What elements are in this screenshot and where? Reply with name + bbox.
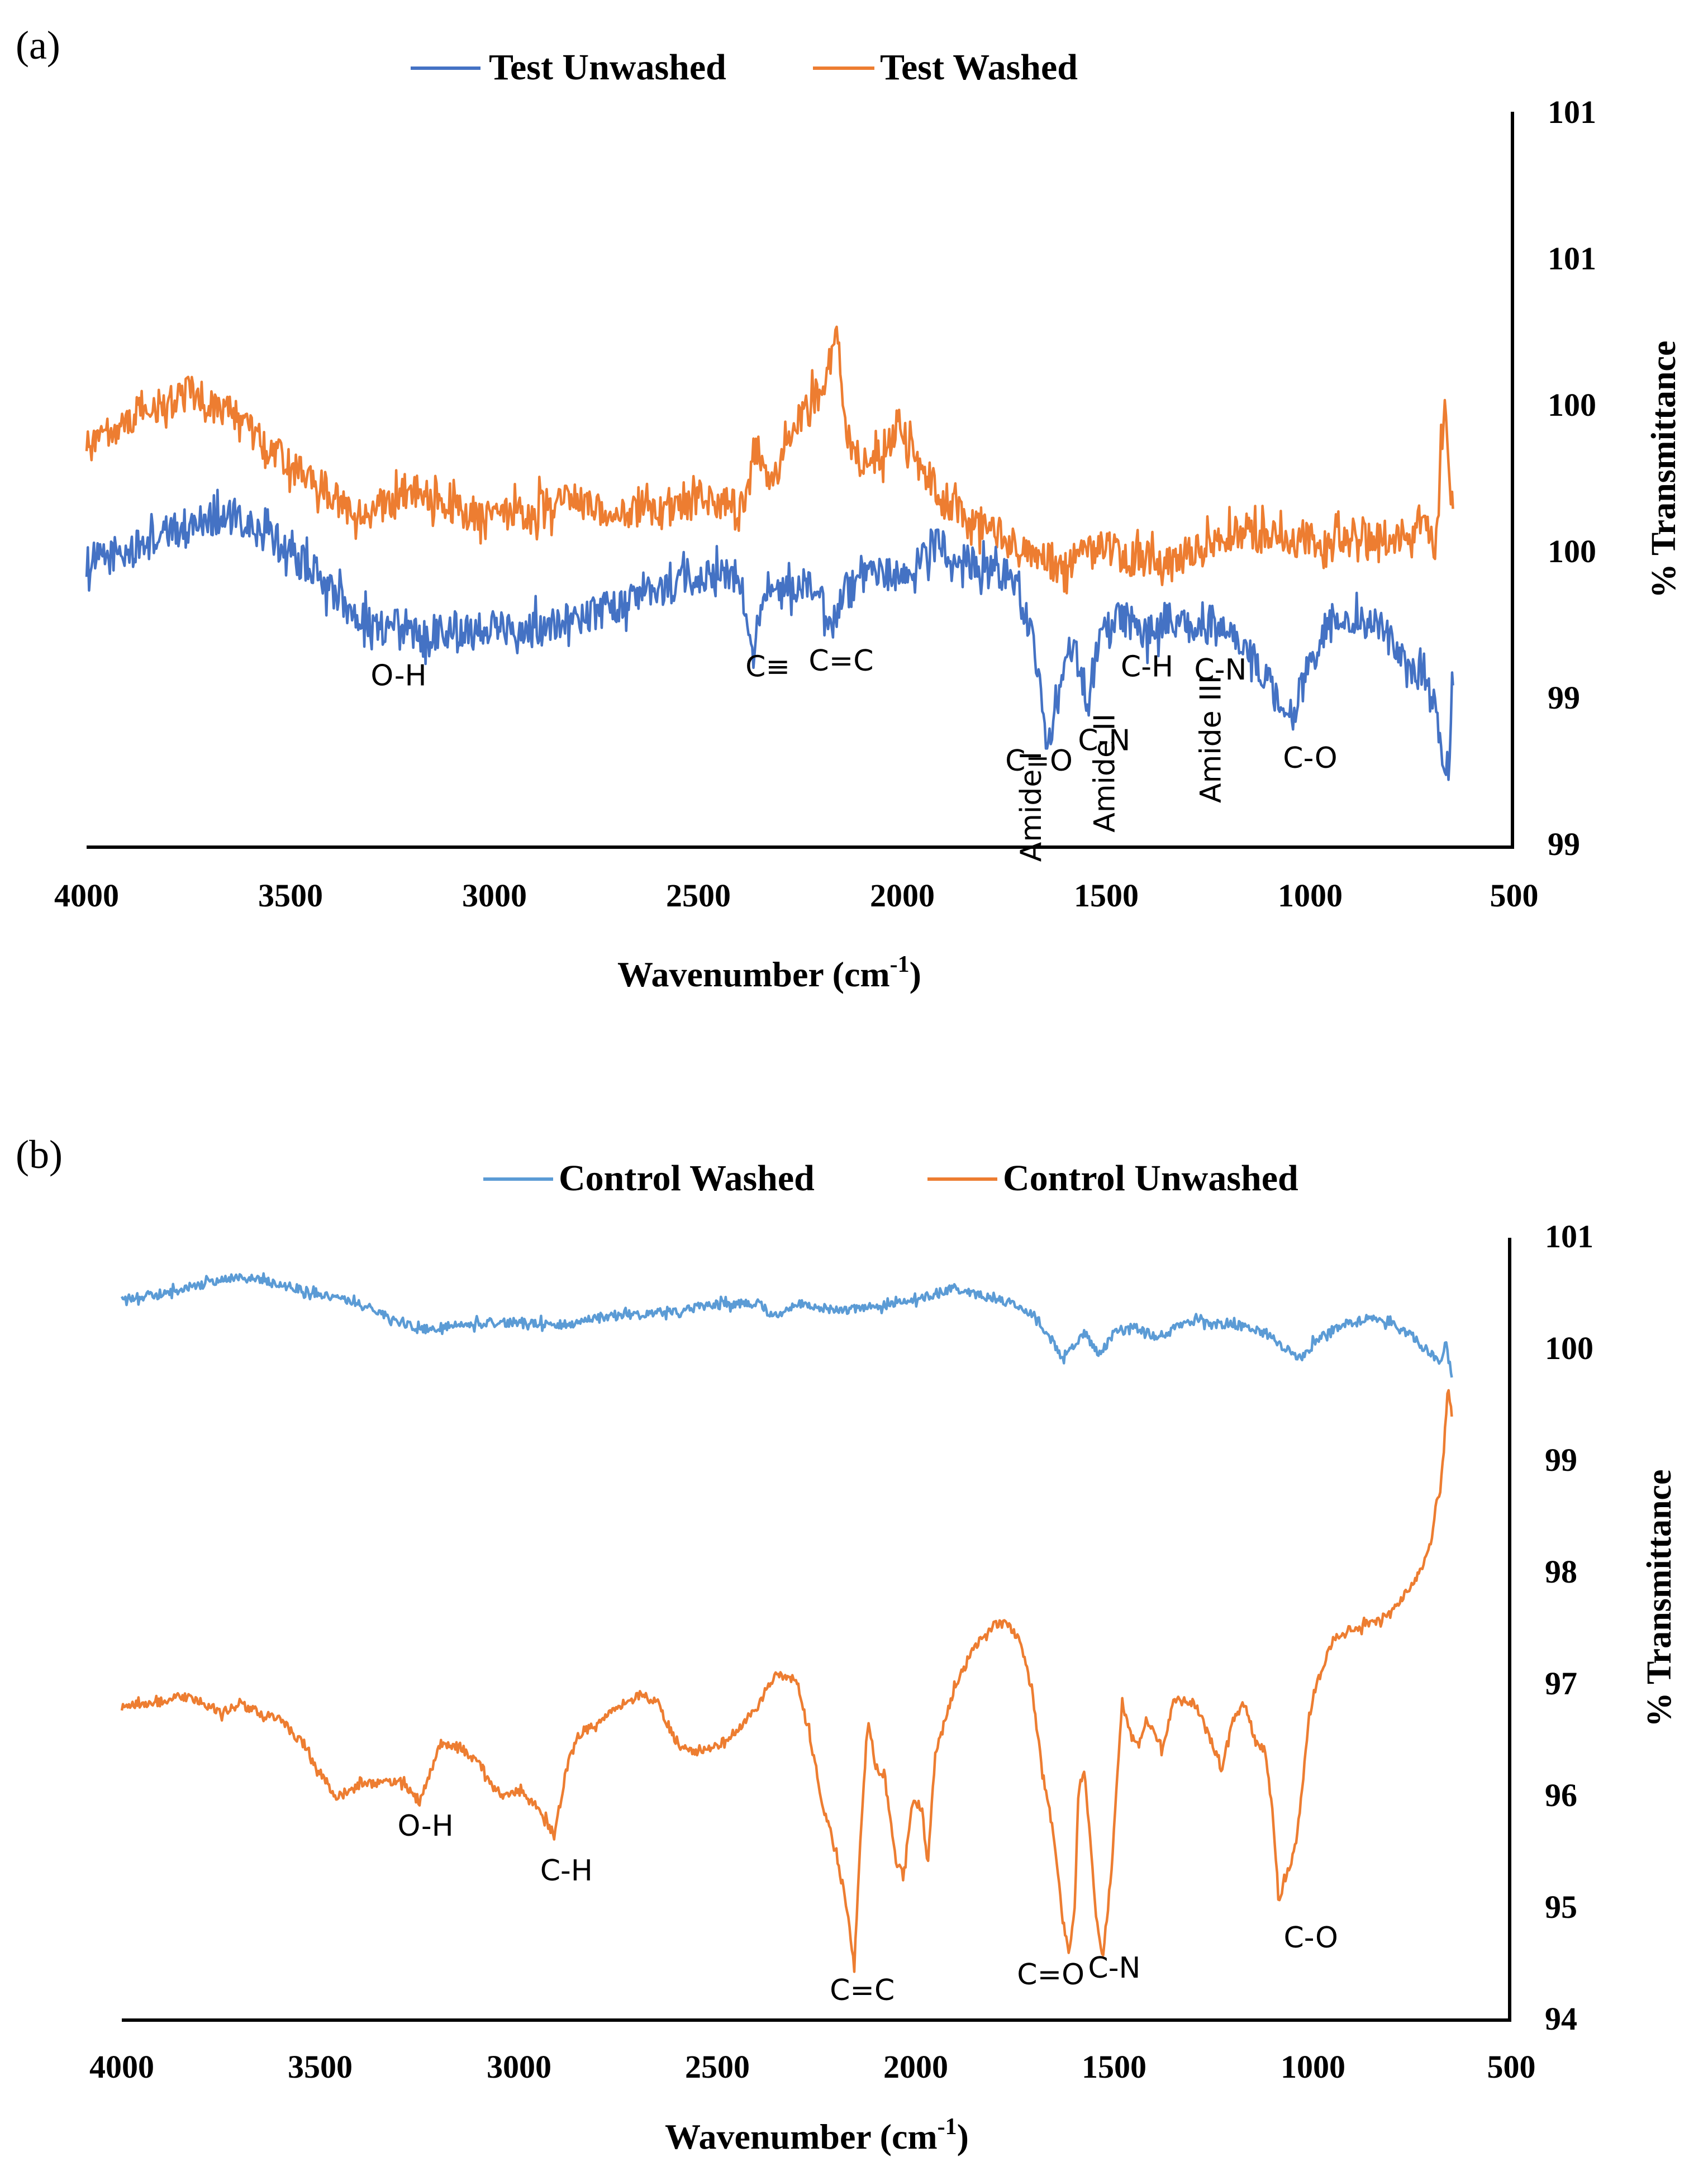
peak-annotation: C=C <box>808 644 873 678</box>
panel-a-y-tick: 101 <box>1548 94 1596 130</box>
panel-a-y-tick: 99 <box>1548 826 1580 862</box>
panel-a-x-axis-title: Wavenumber (cm-1) <box>617 952 921 994</box>
panel-b-legend: Control Washed Control Unwashed <box>483 1158 1298 1199</box>
panel-b-y-tick: 98 <box>1545 1554 1577 1590</box>
panel-a-x-axis-title-close: ) <box>910 954 921 994</box>
peak-annotation: C-N <box>1194 653 1246 687</box>
panel-b-x-axis-title-main: Wavenumber (cm <box>665 2117 938 2156</box>
peak-annotation: Amide II <box>1088 714 1122 833</box>
panel-a-x-axis-title-sup: -1 <box>890 952 910 977</box>
panel-b-x-tick: 3000 <box>487 2049 551 2085</box>
panel-a-x-tick: 2000 <box>870 877 935 914</box>
peak-annotation: C-O <box>1283 1921 1338 1955</box>
series-line-control-unwashed <box>120 1389 1453 1973</box>
panel-b-x-tick: 2000 <box>883 2049 948 2085</box>
peak-annotation: C-O <box>1283 742 1337 775</box>
panel-a-x-tick: 2500 <box>666 877 731 914</box>
panel-b-y-tick: 94 <box>1545 2001 1577 2037</box>
series-line-control-washed <box>120 1272 1453 1378</box>
series-line-test-washed <box>85 325 1454 595</box>
panel-a-y-axis-title: % Transmittance <box>1645 341 1683 598</box>
legend-label-control-washed: Control Washed <box>559 1158 815 1199</box>
panel-a-x-tick-labels: 4000 3500 3000 2500 2000 1500 1000 500 <box>54 877 1539 914</box>
peak-annotation: C=O <box>1017 1958 1084 1992</box>
panel-a-y-tick: 99 <box>1548 680 1580 716</box>
peak-annotation: C-N <box>1078 724 1130 757</box>
panel-b-y-tick-labels: 94 95 96 97 98 99 100 101 <box>1545 1218 1593 2037</box>
peak-annotation: C≡ <box>745 650 790 684</box>
panel-b-x-tick: 4000 <box>89 2049 154 2085</box>
panel-b-y-tick: 96 <box>1545 1777 1577 1813</box>
peak-annotation: C-H <box>540 1854 593 1888</box>
panel-a-y-tick: 101 <box>1548 240 1596 277</box>
panel-a-x-tick: 4000 <box>54 877 119 914</box>
panel-b-y-tick: 95 <box>1545 1889 1577 1925</box>
panel-a-legend: Test Unwashed Test Washed <box>411 47 1078 88</box>
panel-b-x-axis-title-close: ) <box>957 2117 969 2156</box>
panel-b-x-tick: 500 <box>1487 2049 1536 2085</box>
peak-annotation: O-H <box>397 1809 453 1843</box>
panel-b-x-tick: 1500 <box>1082 2049 1146 2085</box>
panel-a-x-tick: 1000 <box>1278 877 1343 914</box>
peak-annotation: Amide I <box>1015 752 1048 862</box>
panel-b-annotations: O-H C-H C=C C=O C-N C-O <box>397 1809 1338 2007</box>
panel-b-x-tick: 1000 <box>1281 2049 1345 2085</box>
panel-a-x-axis-title-main: Wavenumber (cm <box>617 954 890 994</box>
panel-a-y-tick: 100 <box>1548 387 1596 423</box>
peak-annotation: C=O <box>1005 744 1073 778</box>
panel-a-x-tick: 3000 <box>462 877 527 914</box>
panel-b-x-axis-title: Wavenumber (cm-1) <box>665 2114 969 2156</box>
panel-b-label: (b) <box>16 1132 63 1177</box>
peak-annotation: O-H <box>370 659 426 693</box>
panel-b-x-tick: 3500 <box>288 2049 353 2085</box>
panel-a-x-tick: 3500 <box>258 877 323 914</box>
legend-label-control-unwashed: Control Unwashed <box>1003 1158 1298 1199</box>
panel-b-y-tick: 101 <box>1545 1218 1593 1255</box>
peak-annotation: C=C <box>830 1974 895 2007</box>
panel-a-y-tick-labels: 99 99 100 100 101 101 <box>1548 94 1596 862</box>
panel-b-x-tick-labels: 4000 3500 3000 2500 2000 1500 1000 500 <box>89 2049 1536 2085</box>
panel-b-y-axis-title: % Transmittance <box>1640 1470 1678 1727</box>
panel-b-x-tick: 2500 <box>685 2049 750 2085</box>
panel-a: (a) Test Unwashed Test Washed 4000 3500 … <box>16 23 1683 994</box>
panel-a-y-tick: 100 <box>1548 533 1596 569</box>
panel-b: (b) Control Washed Control Unwashed 4000… <box>16 1132 1678 2156</box>
panel-b-y-tick: 100 <box>1545 1330 1593 1366</box>
legend-label-test-unwashed: Test Unwashed <box>489 47 726 88</box>
panel-a-label: (a) <box>16 23 60 68</box>
peak-annotation: C-N <box>1088 1951 1140 1985</box>
panel-b-y-tick: 97 <box>1545 1665 1577 1702</box>
panel-b-x-axis-title-sup: -1 <box>938 2114 957 2140</box>
peak-annotation: Amide III <box>1194 676 1228 803</box>
legend-label-test-washed: Test Washed <box>880 47 1078 88</box>
panel-a-x-tick: 500 <box>1490 877 1539 914</box>
peak-annotation: C-H <box>1121 650 1173 684</box>
panel-b-y-tick: 99 <box>1545 1442 1577 1478</box>
panel-a-x-tick: 1500 <box>1074 877 1139 914</box>
series-line-test-unwashed <box>85 488 1454 781</box>
